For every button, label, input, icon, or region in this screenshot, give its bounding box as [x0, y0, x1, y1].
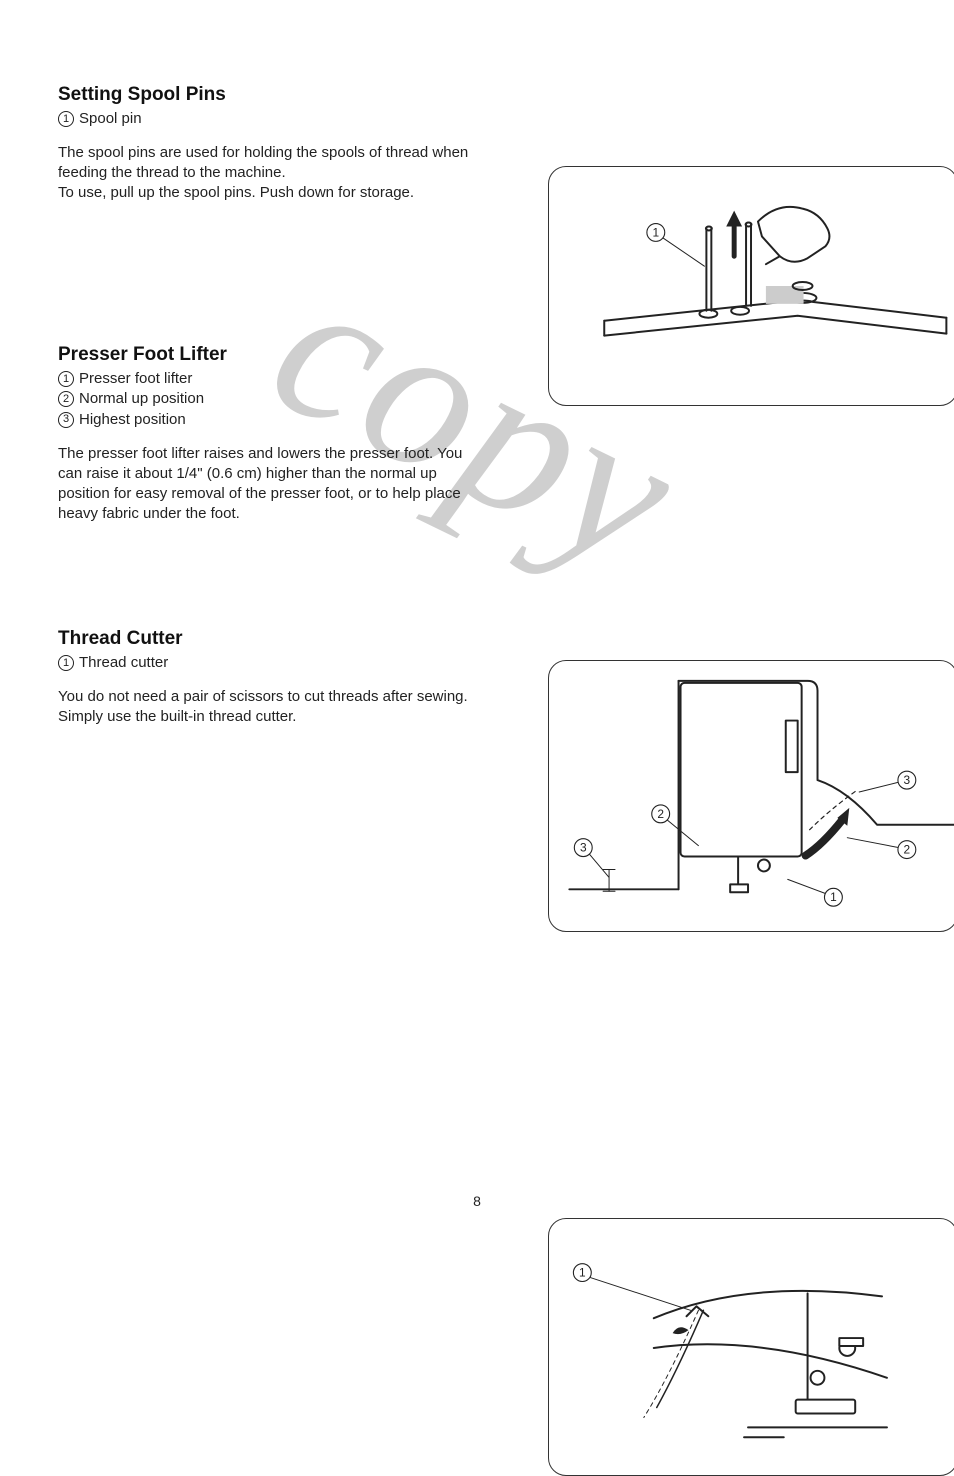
presser-callout-2-left: 2	[657, 807, 664, 821]
spool-legend-1-label: Spool pin	[79, 109, 142, 129]
cutter-legend-1-label: Thread cutter	[79, 653, 168, 673]
spool-paragraph-2: To use, pull up the spool pins. Push dow…	[58, 183, 478, 203]
presser-callout-3-left: 3	[580, 841, 587, 855]
manual-page: copy Setting Spool Pins 1 Spool pin The …	[0, 0, 954, 1239]
cutter-figure: 1	[548, 1218, 954, 1476]
page-number: 8	[0, 1193, 954, 1209]
section-spool-pins-text: Setting Spool Pins 1 Spool pin The spool…	[58, 84, 478, 203]
cutter-figure-callout-1: 1	[579, 1266, 586, 1280]
presser-legend-2-label: Normal up position	[79, 389, 204, 409]
presser-figure: 3 2 1 2 3	[548, 660, 954, 932]
spool-pins-figure: 1	[548, 166, 954, 406]
circled-1-icon: 1	[58, 655, 74, 671]
spool-figure-callout-1: 1	[653, 225, 660, 239]
circled-1-icon: 1	[58, 371, 74, 387]
presser-callout-2-right: 2	[904, 843, 911, 857]
presser-legend-3-label: Highest position	[79, 410, 186, 430]
presser-legend-1-label: Presser foot lifter	[79, 369, 192, 389]
presser-callout-1: 1	[830, 890, 837, 904]
circled-1-icon: 1	[58, 111, 74, 127]
presser-legend-3: 3 Highest position	[58, 410, 478, 430]
presser-title: Presser Foot Lifter	[58, 344, 478, 366]
spool-legend-1: 1 Spool pin	[58, 109, 478, 129]
presser-legend-1: 1 Presser foot lifter	[58, 369, 478, 389]
presser-paragraph-1: The presser foot lifter raises and lower…	[58, 444, 478, 524]
cutter-paragraph-1: You do not need a pair of scissors to cu…	[58, 687, 478, 727]
circled-3-icon: 3	[58, 412, 74, 428]
cutter-legend-1: 1 Thread cutter	[58, 653, 478, 673]
section-cutter-text: Thread Cutter 1 Thread cutter You do not…	[58, 628, 478, 727]
cutter-title: Thread Cutter	[58, 628, 478, 650]
section-presser-text: Presser Foot Lifter 1 Presser foot lifte…	[58, 344, 478, 524]
presser-callout-3-right: 3	[904, 773, 911, 787]
spool-pins-title: Setting Spool Pins	[58, 84, 478, 106]
spool-paragraph-1: The spool pins are used for holding the …	[58, 143, 478, 183]
circled-2-icon: 2	[58, 391, 74, 407]
presser-legend-2: 2 Normal up position	[58, 389, 478, 409]
